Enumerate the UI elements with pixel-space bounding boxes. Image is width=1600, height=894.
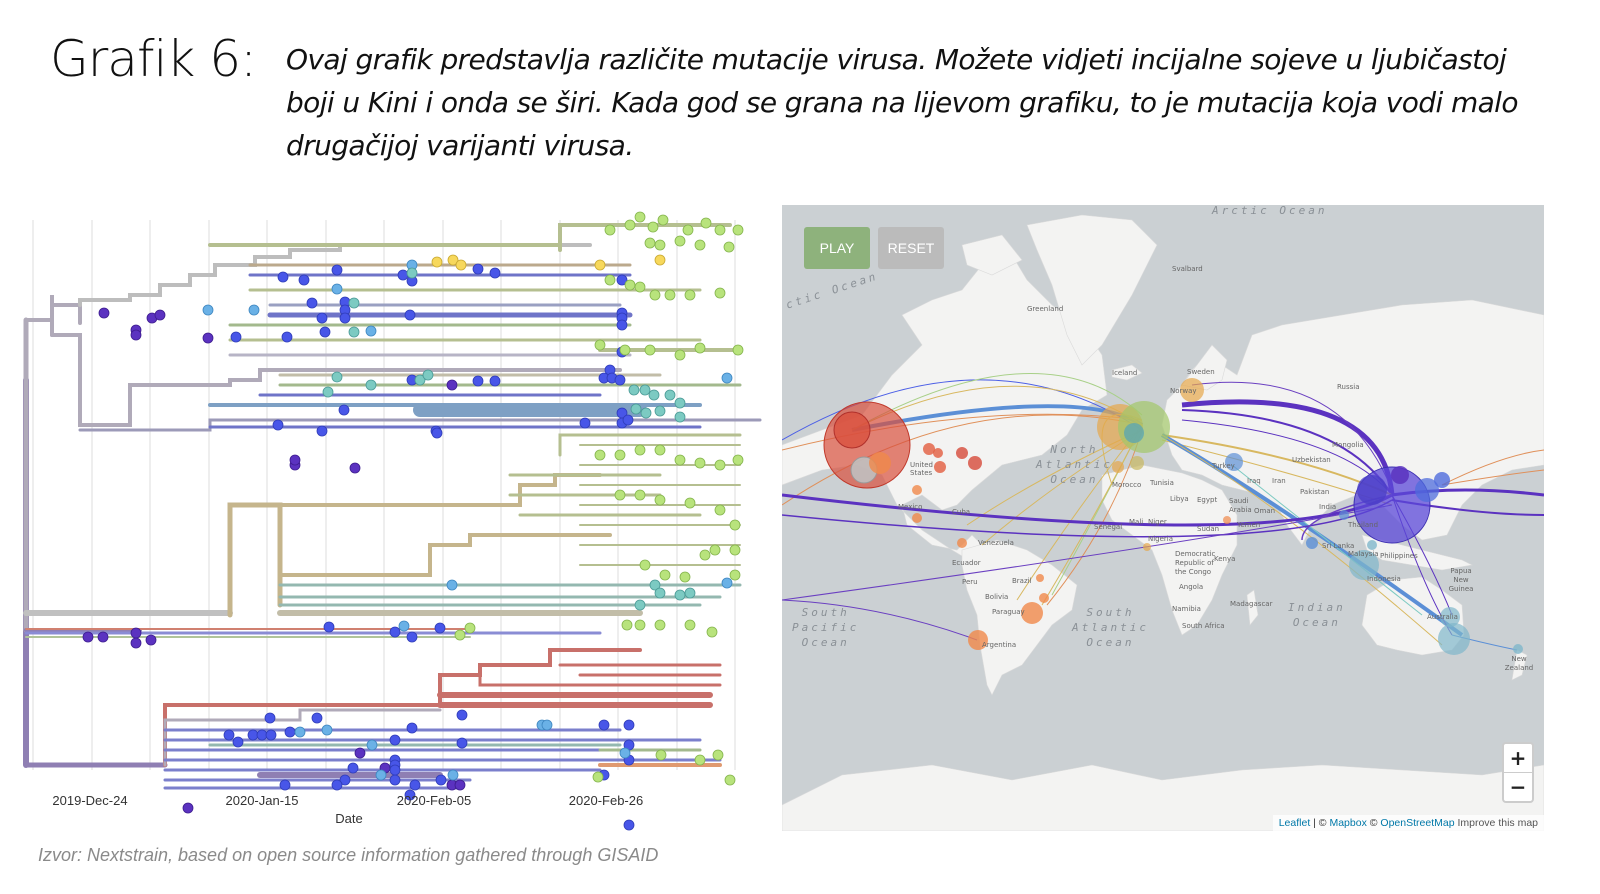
label-iraq: Iraq bbox=[1247, 477, 1261, 485]
source-caption: Izvor: Nextstrain, based on open source … bbox=[38, 845, 659, 865]
label-iran: Iran bbox=[1272, 477, 1286, 485]
label-kenya: Kenya bbox=[1214, 555, 1236, 563]
label-greenland: Greenland bbox=[1027, 305, 1064, 313]
label-south-africa: South Africa bbox=[1182, 622, 1225, 630]
label-tunisia: Tunisia bbox=[1150, 479, 1174, 487]
transmission-map[interactable]: Arctic Ocean ctic Ocean North Atlantic O… bbox=[782, 205, 1544, 831]
label-nigeria: Nigeria bbox=[1148, 535, 1174, 543]
tree-branches bbox=[23, 223, 762, 790]
chart-title: Grafik 6: bbox=[50, 30, 257, 88]
label-svalbard: Svalbard bbox=[1172, 265, 1203, 273]
x-axis-label: Date bbox=[335, 811, 363, 826]
tree-tip-nodes bbox=[82, 211, 744, 831]
tree-svg bbox=[23, 211, 762, 831]
label-venezuela: Venezuela bbox=[978, 539, 1014, 547]
map-svg bbox=[782, 214, 1544, 831]
x-tick-jan-15: 2020-Jan-15 bbox=[225, 793, 299, 808]
label-papua-new-guinea: Papua New Guinea bbox=[1448, 567, 1474, 593]
label-libya: Libya bbox=[1170, 495, 1189, 503]
attrib-sep-2: © bbox=[1366, 817, 1381, 829]
ocean-label-indian: Indian Ocean bbox=[1288, 601, 1346, 629]
label-united-states: United States bbox=[910, 461, 933, 477]
location-circles bbox=[823, 378, 1523, 655]
label-cuba: Cuba bbox=[952, 508, 971, 516]
label-mali: Mali bbox=[1129, 518, 1144, 526]
label-angola: Angola bbox=[1179, 583, 1204, 591]
label-indonesia: Indonesia bbox=[1367, 575, 1401, 583]
ocean-label-south-atlantic: South Atlantic Ocean bbox=[1072, 606, 1149, 649]
zoom-in-button[interactable]: + bbox=[1504, 744, 1532, 773]
ocean-label-south-pacific: South Pacific Ocean bbox=[792, 606, 860, 649]
label-argentina: Argentina bbox=[982, 641, 1017, 649]
label-pakistan: Pakistan bbox=[1300, 488, 1330, 496]
label-norway: Norway bbox=[1170, 387, 1197, 395]
label-australia: Australia bbox=[1427, 613, 1458, 621]
label-peru: Peru bbox=[962, 578, 978, 586]
label-yemen: Yemen bbox=[1237, 521, 1261, 529]
label-thailand: Thailand bbox=[1348, 521, 1379, 529]
label-niger: Niger bbox=[1148, 518, 1167, 526]
play-button[interactable]: PLAY bbox=[804, 227, 870, 269]
x-tick-dec-24: 2019-Dec-24 bbox=[52, 793, 128, 808]
label-mexico: Mexico bbox=[898, 503, 923, 511]
label-sri-lanka: Sri Lanka bbox=[1322, 542, 1355, 550]
label-saudi-arabia: Saudi Arabia bbox=[1229, 497, 1252, 514]
phylogenetic-tree-panel: 2019-Dec-24 2020-Jan-15 2020-Feb-05 2020… bbox=[0, 205, 770, 835]
label-bolivia: Bolivia bbox=[985, 593, 1009, 601]
label-iceland: Iceland bbox=[1112, 369, 1138, 377]
attrib-sep-1: | © bbox=[1310, 817, 1330, 829]
x-tick-feb-05: 2020-Feb-05 bbox=[396, 793, 472, 808]
label-senegal: Senegal bbox=[1094, 523, 1123, 531]
zoom-control: + − bbox=[1502, 742, 1534, 803]
label-malaysia: Malaysia bbox=[1348, 550, 1379, 558]
label-sweden: Sweden bbox=[1187, 368, 1215, 376]
map-attribution: Leaflet | © Mapbox © OpenStreetMap Impro… bbox=[1272, 815, 1544, 831]
improve-map-link[interactable]: Improve this map bbox=[1457, 817, 1538, 829]
label-russia: Russia bbox=[1337, 383, 1360, 391]
label-india: India bbox=[1319, 503, 1337, 511]
label-oman: Oman bbox=[1254, 507, 1276, 515]
label-sudan: Sudan bbox=[1197, 525, 1220, 533]
label-egypt: Egypt bbox=[1197, 496, 1218, 504]
label-ecuador: Ecuador bbox=[952, 559, 981, 567]
label-philippines: Philippines bbox=[1380, 552, 1418, 560]
label-paraguay: Paraguay bbox=[992, 608, 1025, 616]
label-drc: Democratic Republic of the Congo bbox=[1175, 550, 1216, 576]
openstreetmap-link[interactable]: OpenStreetMap bbox=[1380, 817, 1455, 829]
mapbox-link[interactable]: Mapbox bbox=[1329, 817, 1367, 829]
label-brazil: Brazil bbox=[1012, 577, 1032, 585]
x-tick-feb-26: 2020-Feb-26 bbox=[568, 793, 644, 808]
label-morocco: Morocco bbox=[1112, 481, 1142, 489]
label-madagascar: Madagascar bbox=[1230, 600, 1273, 608]
reset-button[interactable]: RESET bbox=[878, 227, 944, 269]
label-new-zealand: New Zealand bbox=[1504, 655, 1534, 672]
zoom-out-button[interactable]: − bbox=[1509, 775, 1527, 799]
chart-description: Ovaj grafik predstavlja različite mutaci… bbox=[286, 43, 1518, 162]
label-uzbekistan: Uzbekistan bbox=[1292, 456, 1331, 464]
label-mongolia: Mongolia bbox=[1332, 441, 1364, 449]
label-turkey: Turkey bbox=[1212, 462, 1235, 470]
label-namibia: Namibia bbox=[1172, 605, 1201, 613]
ocean-label-north-atlantic: North Atlantic Ocean bbox=[1036, 443, 1113, 486]
ocean-label-arctic-top: Arctic Ocean bbox=[1212, 205, 1328, 217]
leaflet-link[interactable]: Leaflet bbox=[1278, 817, 1311, 829]
